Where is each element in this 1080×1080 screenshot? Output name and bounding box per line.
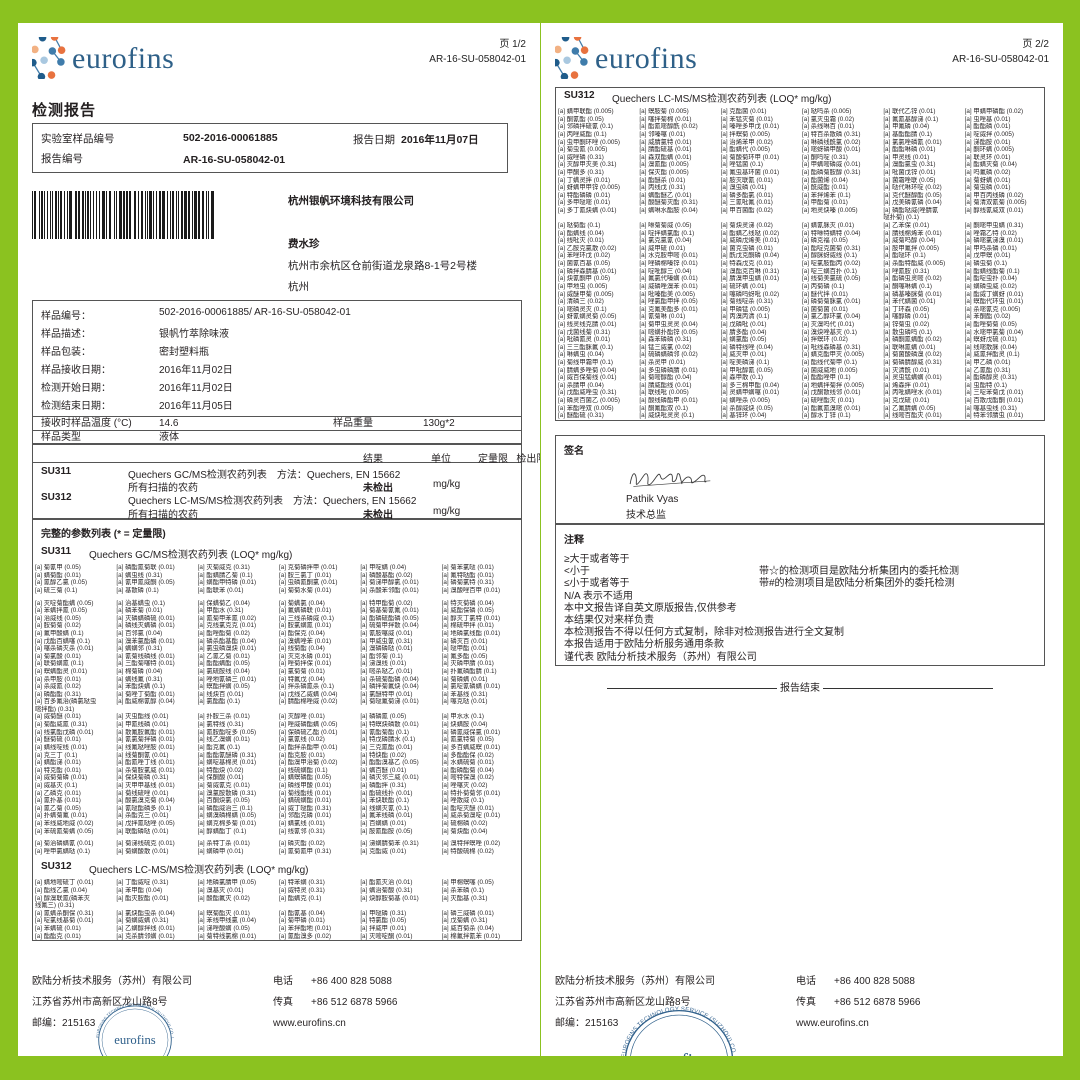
svg-text:eurofins: eurofins	[648, 1051, 709, 1056]
svg-text:eurofins: eurofins	[114, 1033, 156, 1047]
